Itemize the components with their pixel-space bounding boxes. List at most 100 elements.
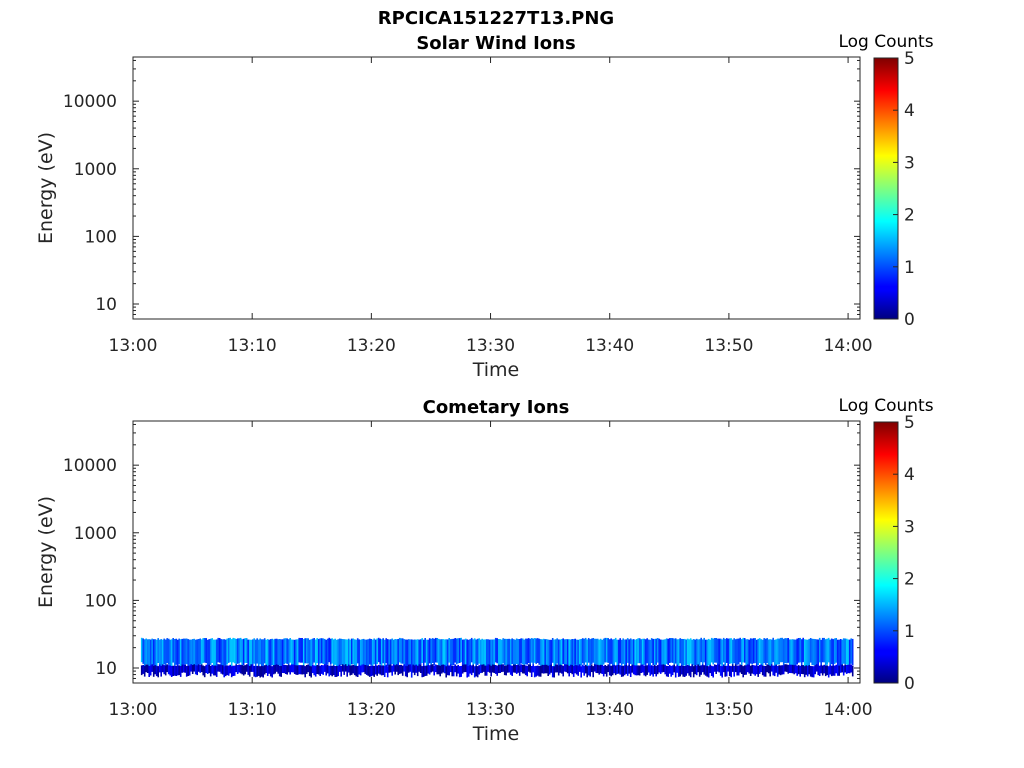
heatmap-cell <box>280 639 282 667</box>
heatmap-cell <box>710 665 713 676</box>
heatmap-cell <box>637 638 639 664</box>
heatmap-cell <box>536 665 539 676</box>
heatmap-cell <box>508 664 510 673</box>
heatmap-cell <box>445 639 447 667</box>
heatmap-cell <box>352 664 354 674</box>
heatmap-cell <box>560 639 563 666</box>
heatmap-cell <box>604 637 606 663</box>
heatmap-cell <box>628 664 630 674</box>
heatmap-cell <box>269 639 272 666</box>
heatmap-cell <box>700 637 702 663</box>
heatmap-cell <box>337 665 339 677</box>
y-axis-label-solar-wind: Energy (eV) <box>35 132 57 244</box>
heatmap-cell <box>371 639 374 668</box>
heatmap-cell <box>172 638 174 663</box>
heatmap-cell <box>761 639 764 668</box>
heatmap-cell <box>341 639 344 666</box>
heatmap-cell <box>842 638 845 664</box>
heatmap-cell <box>166 664 168 673</box>
heatmap-cell <box>844 638 846 665</box>
heatmap-cell <box>434 664 437 673</box>
heatmap-cell <box>554 639 557 667</box>
heatmap-cell <box>529 664 531 673</box>
heatmap-cell <box>245 638 248 663</box>
heatmap-cell <box>355 639 357 668</box>
heatmap-cell <box>407 664 410 673</box>
heatmap-cell <box>631 664 633 673</box>
x-tick-label: 13:40 <box>585 336 634 356</box>
heatmap-cell <box>740 639 743 666</box>
heatmap-cell <box>167 638 170 665</box>
figure-title: RPCICA151227T13.PNG <box>378 8 614 29</box>
heatmap-cell <box>392 664 395 672</box>
x-axis-label-cometary: Time <box>472 723 520 745</box>
heatmap-cell <box>676 664 678 673</box>
heatmap-cell <box>758 665 761 674</box>
heatmap-cell <box>587 638 590 663</box>
heatmap-cell <box>664 639 666 667</box>
heatmap-cell <box>491 639 494 668</box>
heatmap-cell <box>740 665 743 674</box>
y-tick-label: 10000 <box>63 92 117 112</box>
heatmap-cell <box>659 665 662 674</box>
heatmap-cell <box>689 666 692 678</box>
heatmap-cell <box>751 664 753 674</box>
heatmap-cell <box>646 665 648 675</box>
x-tick-label: 13:20 <box>347 336 396 356</box>
heatmap-cell <box>482 664 485 672</box>
heatmap-cell <box>749 665 752 676</box>
heatmap-cell <box>680 665 683 675</box>
heatmap-cell <box>466 666 468 678</box>
heatmap-cell <box>422 666 425 677</box>
heatmap-cell <box>602 638 605 665</box>
heatmap-cell <box>154 639 156 667</box>
heatmap-cell <box>463 664 465 673</box>
heatmap-cell <box>683 666 686 677</box>
heatmap-cell <box>472 639 474 667</box>
heatmap-cell <box>229 637 231 663</box>
heatmap-cell <box>617 639 620 668</box>
heatmap-cell <box>782 638 785 666</box>
heatmap-cell <box>254 666 257 678</box>
heatmap-cell <box>214 639 216 668</box>
heatmap-cell <box>143 665 146 677</box>
heatmap-cell <box>562 638 564 664</box>
heatmap-cell <box>562 665 564 677</box>
heatmap-cell <box>613 664 615 674</box>
heatmap-cell <box>818 665 821 676</box>
heatmap-cell <box>458 638 461 663</box>
heatmap-cell <box>494 637 497 663</box>
heatmap-cell <box>397 639 399 666</box>
heatmap-cell <box>644 639 647 667</box>
heatmap-cell <box>629 666 632 677</box>
heatmap-cell <box>214 665 216 676</box>
heatmap-cell <box>292 639 294 668</box>
heatmap-cell <box>662 639 665 668</box>
heatmap-cell <box>589 639 591 666</box>
heatmap-cell <box>575 639 578 668</box>
heatmap-cell <box>787 664 789 674</box>
heatmap-cell <box>319 638 321 664</box>
heatmap-cell <box>223 666 225 678</box>
heatmap-cell <box>410 666 413 678</box>
heatmap-cell <box>157 638 159 663</box>
heatmap-cell <box>334 638 336 665</box>
heatmap-cell <box>161 639 164 668</box>
heatmap-cell <box>706 639 708 668</box>
heatmap-cell <box>449 664 452 673</box>
heatmap-cell <box>451 665 453 677</box>
heatmap-cell <box>656 638 659 663</box>
heatmap-cell <box>443 664 446 674</box>
heatmap-cell <box>556 638 558 664</box>
heatmap-cell <box>436 665 438 675</box>
heatmap-cell <box>251 664 254 672</box>
heatmap-cell <box>803 666 806 678</box>
heatmap-cell <box>149 639 152 668</box>
heatmap-cell <box>520 638 522 664</box>
heatmap-cell <box>635 639 638 666</box>
heatmap-cell <box>221 665 224 675</box>
heatmap-cell <box>442 639 444 666</box>
heatmap-cell <box>332 639 335 667</box>
heatmap-cell <box>421 638 423 663</box>
heatmap-cell <box>308 639 311 669</box>
